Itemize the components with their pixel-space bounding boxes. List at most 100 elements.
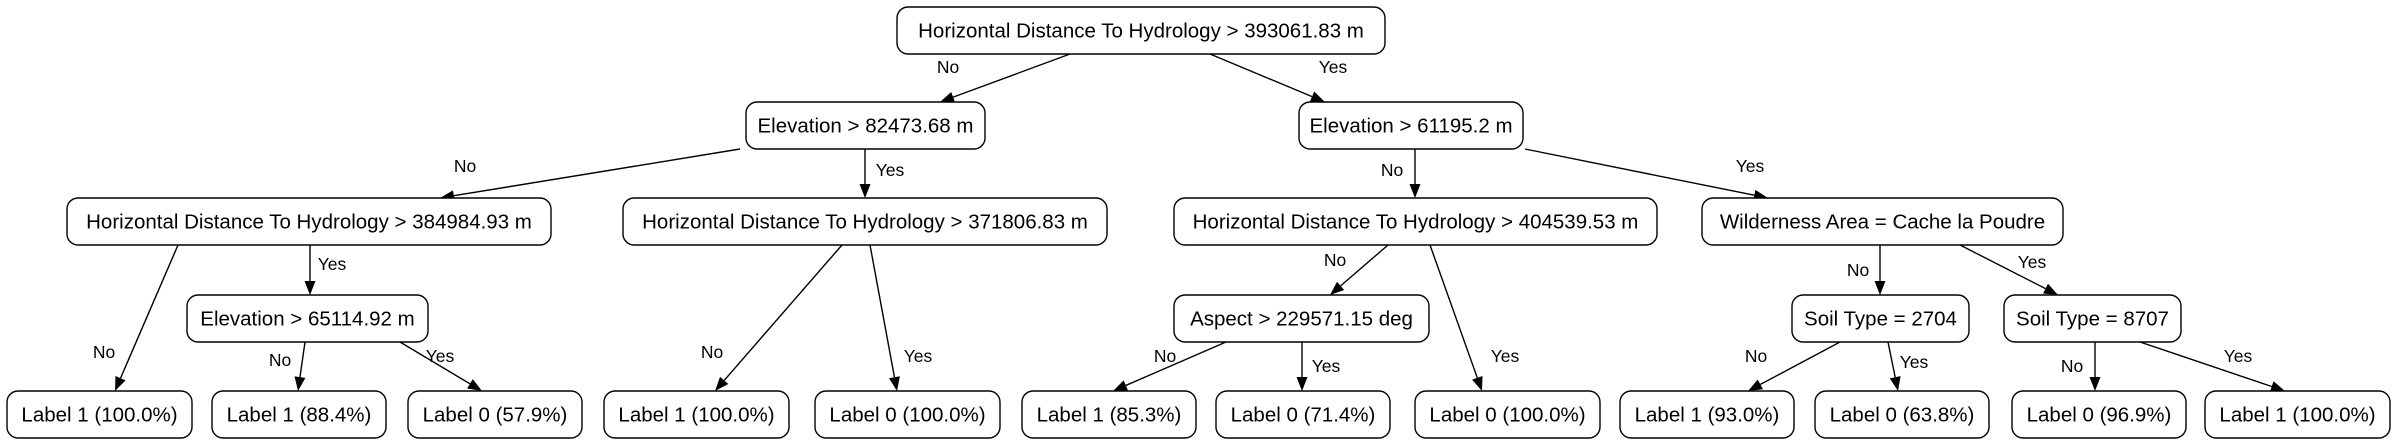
arrowhead-icon	[1330, 281, 1345, 295]
edge-n5-l7: Yes	[1429, 244, 1520, 391]
node-label: Horizontal Distance To Hydrology > 38498…	[86, 211, 532, 234]
arrowhead-icon	[1309, 91, 1325, 102]
arrowhead-icon	[294, 376, 306, 391]
node-label: Label 0 (100.0%)	[1429, 404, 1585, 427]
edge-n1-n4: Yes	[859, 149, 905, 198]
edge-n8-l5: No	[1113, 341, 1227, 391]
node-label: Label 1 (100.0%)	[2219, 404, 2375, 427]
node-label: Wilderness Area = Cache la Poudre	[1720, 211, 2045, 234]
arrowhead-icon	[1296, 377, 1308, 391]
edge-line	[1524, 148, 1755, 196]
node-box	[2011, 390, 2187, 439]
edge-n10-l10: No	[2061, 342, 2101, 391]
edge-label: No	[269, 350, 291, 370]
edge-n4-l4: Yes	[869, 244, 933, 391]
leaf-node-l2: Label 0 (57.9%)	[407, 390, 583, 439]
node-box	[1215, 390, 1391, 439]
node-label: Label 1 (88.4%)	[227, 404, 372, 427]
arrowhead-icon	[1889, 376, 1901, 391]
edge-line	[119, 244, 179, 379]
node-box	[2003, 294, 2182, 343]
decision-node-n2: Elevation > 61195.2 m	[1298, 101, 1524, 150]
node-label: Soil Type = 8707	[2016, 308, 2169, 331]
edge-n4-l3: No	[701, 244, 843, 391]
arrowhead-icon	[1409, 184, 1421, 198]
leaf-node-l9: Label 0 (63.8%)	[1814, 390, 1990, 439]
node-label: Label 0 (96.9%)	[2027, 404, 2172, 427]
decision-node-n7: Elevation > 65114.92 m	[186, 294, 429, 343]
edge-label: Yes	[1736, 156, 1765, 176]
edge-n0-n1: No	[937, 53, 1071, 103]
arrowhead-icon	[115, 375, 126, 391]
edge-n8-l6: Yes	[1296, 342, 1341, 391]
arrowhead-icon	[1472, 375, 1483, 391]
edge-line	[723, 244, 843, 381]
arrowhead-icon	[1113, 380, 1129, 391]
edge-label: Yes	[1900, 352, 1929, 372]
node-label: Label 0 (71.4%)	[1231, 404, 1376, 427]
node-label: Label 0 (100.0%)	[829, 404, 985, 427]
node-box	[896, 6, 1386, 55]
leaf-node-l7: Label 0 (100.0%)	[1414, 390, 1601, 439]
edge-line	[299, 341, 306, 378]
edge-line	[1760, 341, 1841, 386]
edge-n3-n7: Yes	[304, 245, 347, 295]
node-box	[407, 390, 583, 439]
edge-label: Yes	[876, 160, 905, 180]
edge-label: No	[2061, 356, 2083, 376]
node-box	[1701, 197, 2064, 246]
node-label: Elevation > 82473.68 m	[758, 115, 974, 138]
arrowhead-icon	[467, 379, 482, 391]
arrowhead-icon	[859, 184, 871, 198]
node-box	[211, 390, 387, 439]
edge-label: Yes	[1312, 356, 1341, 376]
edge-label: Yes	[1319, 57, 1348, 77]
node-label: Soil Type = 2704	[1804, 308, 1957, 331]
edge-label: No	[454, 156, 476, 176]
leaf-node-l1: Label 1 (88.4%)	[211, 390, 387, 439]
leaf-node-l6: Label 0 (71.4%)	[1215, 390, 1391, 439]
edge-n6-n9: No	[1847, 245, 1886, 295]
edge-line	[1209, 53, 1313, 98]
edge-label: No	[1381, 160, 1403, 180]
edge-label: Yes	[426, 346, 455, 366]
edge-n5-n8: No	[1324, 244, 1389, 295]
arrowhead-icon	[940, 91, 956, 103]
edge-line	[1959, 244, 2046, 290]
node-box	[814, 390, 1001, 439]
decision-node-n1: Elevation > 82473.68 m	[745, 101, 986, 150]
edge-label: No	[1154, 346, 1176, 366]
edges-layer: No Yes No Yes No Yes No Yes No Yes No Yes No Yes No Yes…	[93, 53, 2285, 392]
node-box	[622, 197, 1108, 246]
decision-node-n0: Horizontal Distance To Hydrology > 39306…	[896, 6, 1386, 55]
arrowhead-icon	[2269, 381, 2285, 392]
edge-label: Yes	[1491, 346, 1520, 366]
node-label: Label 1 (93.0%)	[1635, 404, 1780, 427]
edge-label: Yes	[904, 346, 933, 366]
edge-label: No	[937, 57, 959, 77]
leaf-node-l10: Label 0 (96.9%)	[2011, 390, 2187, 439]
node-label: Elevation > 65114.92 m	[200, 308, 414, 331]
edge-n0-n2: Yes	[1209, 53, 1348, 102]
leaf-node-l4: Label 0 (100.0%)	[814, 390, 1001, 439]
nodes-layer: Horizontal Distance To Hydrology > 39306…	[6, 6, 2391, 439]
arrowhead-icon	[1748, 379, 1763, 391]
edge-n3-l0: No	[93, 244, 179, 391]
node-box	[745, 101, 986, 150]
edge-label: Yes	[318, 254, 347, 274]
decision-node-n9: Soil Type = 2704	[1791, 294, 1970, 343]
edge-label: No	[93, 342, 115, 362]
node-box	[6, 390, 193, 439]
leaf-node-l3: Label 1 (100.0%)	[603, 390, 790, 439]
node-label: Horizontal Distance To Hydrology > 40453…	[1193, 211, 1639, 234]
node-box	[1619, 390, 1795, 439]
node-box	[66, 197, 552, 246]
edge-label: Yes	[2224, 346, 2253, 366]
edge-label: No	[1847, 260, 1869, 280]
edge-label: No	[701, 342, 723, 362]
edge-line	[453, 148, 741, 197]
node-box	[2204, 390, 2391, 439]
node-label: Horizontal Distance To Hydrology > 37180…	[642, 211, 1088, 234]
edge-n9-l8: No	[1745, 341, 1841, 391]
